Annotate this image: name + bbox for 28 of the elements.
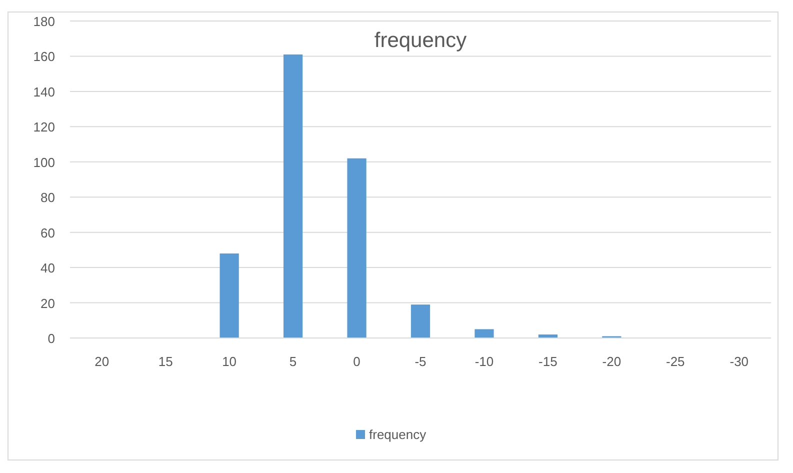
y-tick-label: 180 <box>33 14 55 29</box>
bar <box>410 304 430 338</box>
x-tick-label: 10 <box>222 354 237 369</box>
chart-title: frequency <box>374 29 468 52</box>
legend-label: frequency <box>369 427 427 442</box>
y-tick-label: 60 <box>40 225 55 240</box>
bar <box>347 158 366 338</box>
y-tick-label: 80 <box>40 190 55 206</box>
bar <box>220 253 239 338</box>
x-tick-label: -10 <box>474 354 494 369</box>
x-tick-label: 5 <box>289 354 297 369</box>
x-tick-label: -25 <box>666 354 685 369</box>
x-tick-label: -20 <box>602 354 622 369</box>
x-tick-label: 15 <box>158 354 173 369</box>
y-tick-label: 160 <box>33 49 55 64</box>
x-tick-label: -30 <box>730 354 749 369</box>
x-tick-label: 0 <box>353 354 360 369</box>
x-tick-label: -5 <box>414 354 426 369</box>
y-tick-label: 120 <box>33 120 55 135</box>
bar <box>474 329 494 338</box>
y-tick-label: 140 <box>33 84 55 100</box>
bar <box>283 54 303 338</box>
x-tick-label: -15 <box>538 354 558 369</box>
y-tick-label: 100 <box>33 154 55 170</box>
y-tick-label: 40 <box>40 260 55 276</box>
y-tick-label: 0 <box>48 331 55 346</box>
y-tick-label: 20 <box>40 296 55 311</box>
x-tick-label: 20 <box>94 354 110 369</box>
